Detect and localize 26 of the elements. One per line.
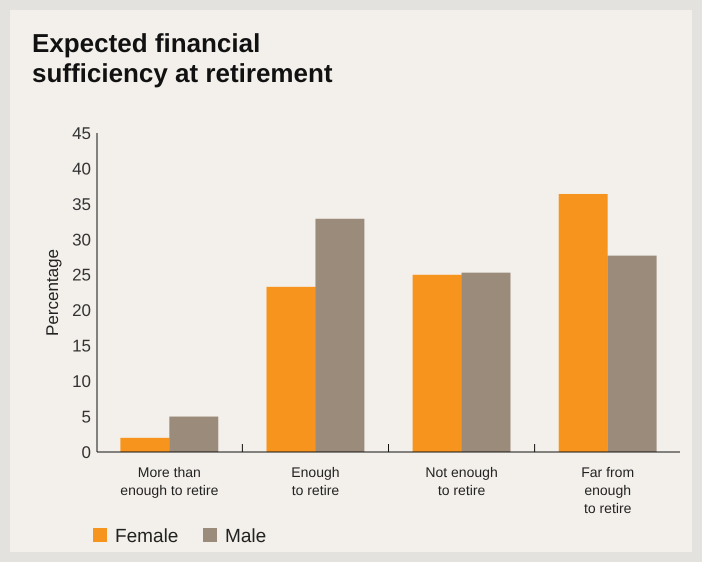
y-tick-label: 10 bbox=[72, 372, 91, 392]
bar bbox=[412, 274, 462, 452]
y-tick-label: 35 bbox=[72, 194, 91, 214]
y-tick-label: 40 bbox=[72, 159, 91, 178]
bar bbox=[315, 218, 364, 452]
bar bbox=[266, 286, 316, 452]
legend-label: Male bbox=[225, 526, 266, 547]
bar bbox=[608, 256, 657, 452]
bar bbox=[120, 438, 170, 452]
y-axis-title: Percentage bbox=[43, 249, 62, 336]
bar bbox=[462, 272, 511, 452]
x-tick-label: Enough to retire bbox=[291, 464, 340, 498]
x-tick-label: Not enough to retire bbox=[425, 464, 498, 498]
y-tick-label: 20 bbox=[72, 301, 91, 320]
bar bbox=[558, 194, 608, 452]
y-tick-label: 0 bbox=[82, 442, 91, 462]
y-tick-label: 25 bbox=[72, 266, 91, 285]
x-tick-label: Far from enough to retire bbox=[581, 464, 634, 516]
x-tick-label: More than enough to retire bbox=[120, 464, 219, 498]
y-tick-label: 30 bbox=[72, 230, 91, 250]
legend-label: Female bbox=[115, 526, 178, 547]
y-tick-label: 15 bbox=[72, 336, 91, 356]
y-tick-label: 5 bbox=[82, 408, 91, 427]
bar bbox=[169, 416, 218, 452]
y-tick-label: 45 bbox=[72, 124, 91, 143]
chart-title: Expected financial sufficiency at retirement bbox=[32, 28, 333, 88]
